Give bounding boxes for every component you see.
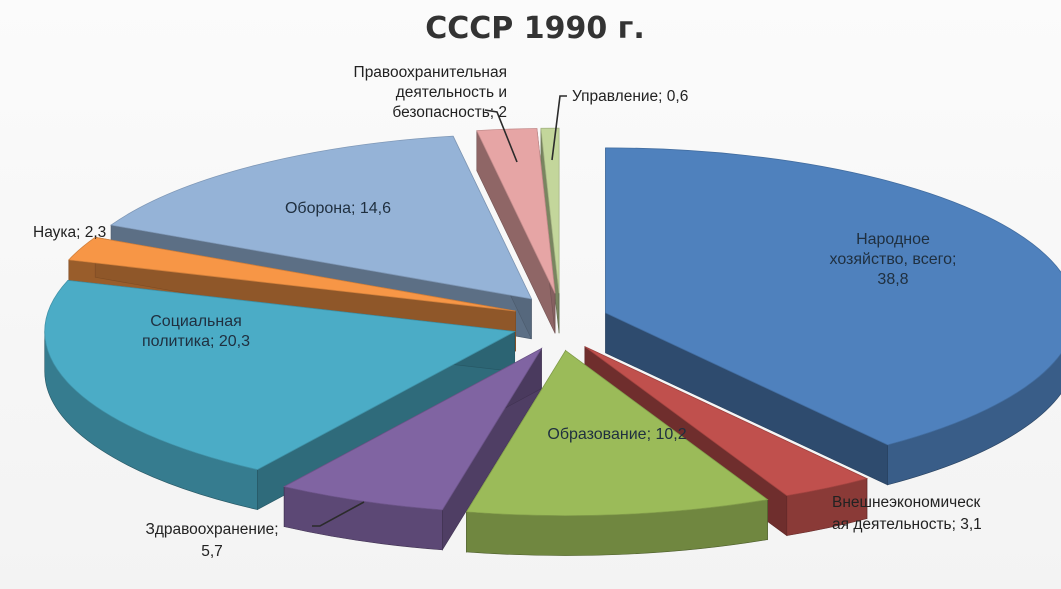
slice-здравоохранение-top — [283, 347, 543, 511]
label-народное-хозяйство-всего-line-2: хозяйство, всего; — [830, 251, 957, 268]
slice-оборона-top — [110, 135, 533, 300]
slice-здравоохранение — [283, 347, 543, 551]
label-управление-line-1: Управление; 0,6 — [572, 88, 688, 105]
label-наука: Наука; 2,3 — [33, 224, 106, 241]
slices-layer — [44, 127, 1061, 556]
slice-управление — [540, 127, 560, 334]
label-социальная-политика: Социальная политика; 20,3 — [142, 313, 250, 350]
slice-образование-top — [465, 350, 769, 517]
label-здравоохранение-line-2: 5,7 — [201, 543, 223, 560]
chart-title: СССР 1990 г. — [425, 11, 645, 46]
label-народное-хозяйство-всего: Народное хозяйство, всего; 38,8 — [830, 231, 957, 288]
slice-управление-top — [540, 127, 560, 294]
slice-правоохранительная-деятельность-и-безопасность-top — [476, 128, 556, 294]
label-образование: Образование; 10,2 — [547, 426, 686, 443]
label-внешнеэкономическая-деятельность: Внешнеэкономическ ая деятельность; 3,1 — [832, 494, 982, 533]
slice-наука-top — [67, 236, 516, 312]
label-здравоохранение: Здравоохранение; 5,7 — [145, 521, 278, 560]
leader-line-здравоохранение — [312, 501, 365, 527]
leader-line-правоохранительная-деятельность-и-безопасность — [484, 109, 518, 163]
slice-народное-хозяйство-всего — [605, 147, 1061, 486]
label-здравоохранение-line-1: Здравоохранение; — [145, 521, 278, 538]
label-социальная-политика-line-1: Социальная — [150, 313, 242, 330]
label-социальная-политика-line-2: политика; 20,3 — [142, 333, 250, 350]
label-правоохранительная-деятельность-и-безопасность-line-3: безопасность; 2 — [392, 104, 507, 121]
label-народное-хозяйство-всего-line-1: Народное — [856, 231, 930, 248]
label-внешнеэкономическая-деятельность-line-2: ая деятельность; 3,1 — [832, 516, 982, 533]
slice-образование — [465, 349, 769, 556]
label-оборона-line-1: Оборона; 14,6 — [285, 200, 391, 217]
slice-социальная-политика — [44, 279, 517, 511]
data-labels: Народное хозяйство, всего; 38,8 Внешнеэконо… — [33, 64, 982, 560]
label-внешнеэкономическая-деятельность-line-1: Внешнеэкономическ — [832, 494, 981, 511]
leader-line-управление — [551, 95, 567, 161]
label-правоохранительная-деятельность-и-безопасность-line-1: Правоохранительная — [354, 64, 507, 81]
slice-правоохранительная-деятельность-и-безопасность — [476, 128, 556, 334]
label-образование-line-1: Образование; 10,2 — [547, 426, 686, 443]
label-наука-line-1: Наука; 2,3 — [33, 224, 106, 241]
slice-социальная-политика-top — [44, 279, 517, 471]
leader-lines — [312, 95, 567, 527]
slice-внешнеэкономическая-деятельность-top — [584, 346, 869, 497]
label-народное-хозяйство-всего-line-3: 38,8 — [877, 271, 908, 288]
slice-народное-хозяйство-всего-top — [605, 147, 1061, 446]
label-оборона: Оборона; 14,6 — [285, 200, 391, 217]
label-правоохранительная-деятельность-и-безопасность-line-2: деятельность и — [396, 84, 507, 101]
label-управление: Управление; 0,6 — [572, 88, 688, 105]
label-правоохранительная-деятельность-и-безопасность: Правоохранительная деятельность и безопасн… — [354, 64, 507, 121]
